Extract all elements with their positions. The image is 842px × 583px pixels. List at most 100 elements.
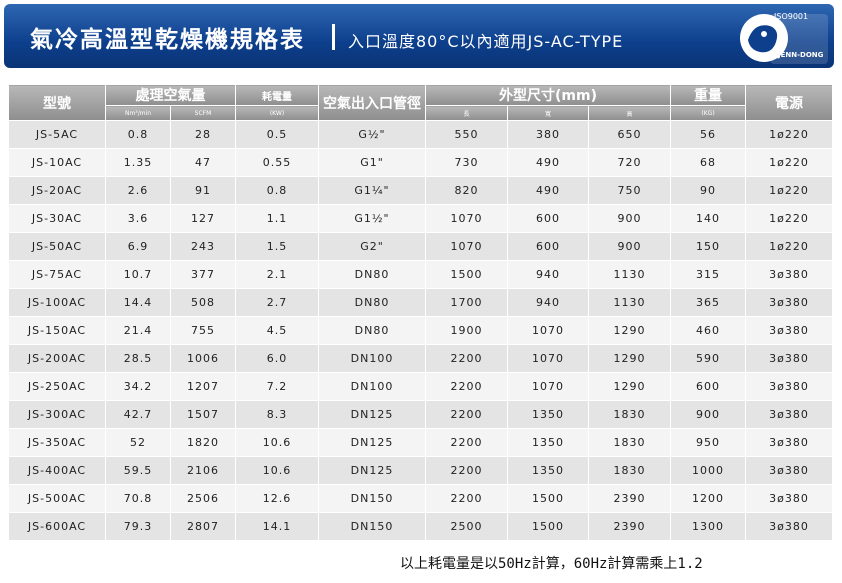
table-cell: JS-30AC <box>8 204 106 233</box>
table-cell: 2200 <box>425 372 508 401</box>
table-cell: 508 <box>170 288 236 317</box>
table-cell: 0.8 <box>235 176 319 205</box>
table-cell: 1ø220 <box>745 176 834 205</box>
table-cell: 21.4 <box>105 316 171 345</box>
table-row: JS-150AC 21.4 755 4.5 DN80 1900 1070 1290 460 3ø3… <box>8 316 834 345</box>
table-cell: 1130 <box>587 260 672 289</box>
table-cell: 91 <box>170 176 236 205</box>
table-cell: 8.3 <box>235 400 319 429</box>
table-cell: 1700 <box>425 288 508 317</box>
table-cell: 1130 <box>587 288 672 317</box>
table-cell: 243 <box>170 232 236 261</box>
table-cell: 2200 <box>425 428 508 457</box>
table-cell: 2200 <box>425 484 508 513</box>
table-cell: 490 <box>507 176 589 205</box>
table-cell: 0.5 <box>235 120 319 149</box>
table-cell: JS-300AC <box>8 400 106 429</box>
header-unit: 高 <box>587 105 672 121</box>
table-cell: 52 <box>105 428 171 457</box>
table-cell: 1300 <box>670 512 747 541</box>
table-cell: 1070 <box>425 232 508 261</box>
table-cell: 1070 <box>507 372 589 401</box>
table-cell: 1ø220 <box>745 204 834 233</box>
table-cell: 6.9 <box>105 232 171 261</box>
table-cell: 1070 <box>507 344 589 373</box>
table-cell: 1200 <box>670 484 747 513</box>
table-cell: 14.1 <box>235 512 319 541</box>
table-cell: 550 <box>425 120 508 149</box>
table-cell: G1½" <box>318 204 426 233</box>
table-cell: JS-50AC <box>8 232 106 261</box>
table-cell: 3.6 <box>105 204 171 233</box>
table-cell: 900 <box>587 204 672 233</box>
header-cell: 處理空氣量 <box>105 84 236 106</box>
table-cell: 90 <box>670 176 747 205</box>
table-cell: 490 <box>507 148 589 177</box>
table-cell: 315 <box>670 260 747 289</box>
table-cell: JS-75AC <box>8 260 106 289</box>
table-cell: 3ø380 <box>745 484 834 513</box>
table-cell: 1000 <box>670 456 747 485</box>
table-cell: 1830 <box>587 428 672 457</box>
table-cell: 2.6 <box>105 176 171 205</box>
table-cell: 2390 <box>587 512 672 541</box>
table-cell: 34.2 <box>105 372 171 401</box>
logo-cert: ISO9001 <box>774 12 809 21</box>
table-cell: 460 <box>670 316 747 345</box>
table-cell: 940 <box>507 288 589 317</box>
table-cell: 2106 <box>170 456 236 485</box>
table-cell: 2500 <box>425 512 508 541</box>
table-row: JS-200AC 28.5 1006 6.0 DN100 2200 1070 1290 590 3… <box>8 344 834 373</box>
table-row: JS-75AC 10.7 377 2.1 DN80 1500 940 1130 315 3ø380 <box>8 260 834 289</box>
table-cell: 28 <box>170 120 236 149</box>
table-cell: 600 <box>507 204 589 233</box>
table-cell: 2200 <box>425 344 508 373</box>
table-row: JS-100AC 14.4 508 2.7 DN80 1700 940 1130 365 3ø38… <box>8 288 834 317</box>
header-unit: (KW) <box>235 105 319 121</box>
table-cell: 1ø220 <box>745 120 834 149</box>
table-cell: 3ø380 <box>745 456 834 485</box>
table-cell: 0.55 <box>235 148 319 177</box>
table-cell: DN80 <box>318 316 426 345</box>
table-cell: 127 <box>170 204 236 233</box>
table-row: JS-10AC 1.35 47 0.55 G1" 730 490 720 68 1ø220 <box>8 148 834 177</box>
table-cell: 10.6 <box>235 428 319 457</box>
logo-brand: JENN-DONG <box>778 51 824 59</box>
table-row: JS-20AC 2.6 91 0.8 G1¼" 820 490 750 90 1ø220 <box>8 176 834 205</box>
table-cell: DN125 <box>318 456 426 485</box>
table-cell: 1350 <box>507 428 589 457</box>
table-cell: 140 <box>670 204 747 233</box>
table-cell: 3ø380 <box>745 372 834 401</box>
table-cell: 755 <box>170 316 236 345</box>
table-cell: 720 <box>587 148 672 177</box>
table-cell: 3ø380 <box>745 344 834 373</box>
table-cell: 1290 <box>587 344 672 373</box>
table-cell: JS-500AC <box>8 484 106 513</box>
table-row: JS-600AC 79.3 2807 14.1 DN150 2500 1500 2390 130… <box>8 512 834 541</box>
header-unit: (KG) <box>670 105 747 121</box>
table-cell: 1ø220 <box>745 148 834 177</box>
table-row: JS-350AC 52 1820 10.6 DN125 2200 1350 1830 950 3ø… <box>8 428 834 457</box>
logo <box>740 14 828 64</box>
table-cell: 56 <box>670 120 747 149</box>
header-cell: 重量 <box>670 84 747 106</box>
header-cell: 空氣出入口管徑 <box>318 84 426 121</box>
table-cell: DN125 <box>318 428 426 457</box>
table-cell: 2.1 <box>235 260 319 289</box>
table-cell: 3ø380 <box>745 316 834 345</box>
table-cell: JS-350AC <box>8 428 106 457</box>
table-cell: 600 <box>670 372 747 401</box>
header-cell: 電源 <box>745 84 834 121</box>
table-cell: 1820 <box>170 428 236 457</box>
table-cell: 1500 <box>507 484 589 513</box>
table-cell: 600 <box>507 232 589 261</box>
table-row: JS-400AC 59.5 2106 10.6 DN125 2200 1350 1830 100… <box>8 456 834 485</box>
table-cell: 150 <box>670 232 747 261</box>
table-cell: 1900 <box>425 316 508 345</box>
table-cell: 1500 <box>507 512 589 541</box>
header-cell: 外型尺寸(mm) <box>424 84 672 106</box>
table-cell: 365 <box>670 288 747 317</box>
table-cell: JS-10AC <box>8 148 106 177</box>
table-cell: 940 <box>507 260 589 289</box>
